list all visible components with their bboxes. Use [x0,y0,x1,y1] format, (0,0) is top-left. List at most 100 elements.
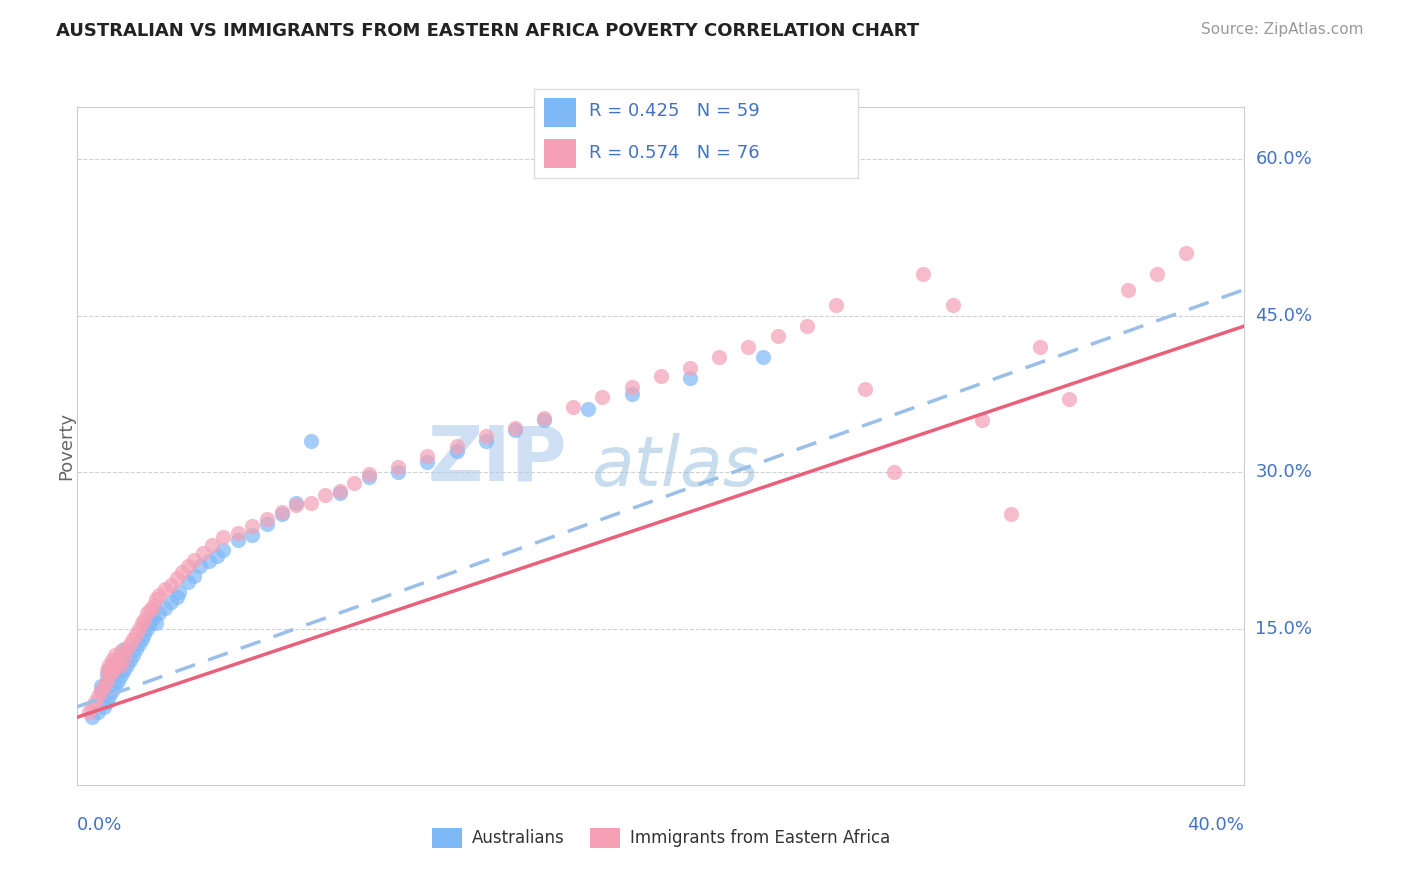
Point [148,588,170,602]
Point [256,517,278,532]
Point [329,486,352,500]
Bar [544,98,576,127]
Point [93,679,115,693]
Point [96,663,118,677]
Point [169,585,191,599]
Point [145,616,167,631]
Point [142,611,165,625]
Point [121,648,143,662]
Point [110,668,132,682]
Point [110,658,132,673]
Point [475,428,498,442]
Point [115,658,138,673]
Text: atlas: atlas [591,433,759,500]
Point [77,705,100,719]
Point [98,690,121,704]
Point [387,465,409,479]
Point [650,369,672,384]
Point [101,665,124,680]
Point [183,552,205,566]
Legend: Australians, Immigrants from Eastern Africa: Australians, Immigrants from Eastern Afr… [425,821,897,855]
Point [226,533,249,547]
Point [207,549,229,563]
Point [124,626,148,640]
Point [98,658,121,673]
Point [101,658,124,673]
Point [124,642,148,657]
Point [110,648,132,662]
Point [416,455,439,469]
Point [1116,283,1139,297]
Point [134,613,156,627]
Point [90,679,112,693]
Point [853,382,876,396]
Text: AUSTRALIAN VS IMMIGRANTS FROM EASTERN AFRICA POVERTY CORRELATION CHART: AUSTRALIAN VS IMMIGRANTS FROM EASTERN AF… [56,22,920,40]
Point [96,668,118,682]
Point [679,360,702,375]
Point [107,653,129,667]
Point [128,622,150,636]
Point [142,599,165,613]
Point [98,668,121,682]
Point [134,626,156,640]
Text: 40.0%: 40.0% [1188,815,1244,833]
Point [112,642,135,657]
Bar [544,139,576,168]
Point [212,543,235,558]
Point [1000,507,1022,521]
Point [145,592,167,607]
Point [1146,267,1168,281]
Point [883,465,905,479]
Point [212,530,235,544]
Point [139,603,162,617]
Point [226,525,249,540]
Point [503,423,526,437]
Point [90,684,112,698]
Point [503,421,526,435]
Point [153,582,176,596]
Point [107,655,129,669]
Point [240,519,263,533]
Point [737,340,759,354]
Point [357,467,380,482]
Point [93,699,115,714]
Point [118,637,141,651]
Point [270,507,292,521]
Point [299,496,322,510]
Text: R = 0.574   N = 76: R = 0.574 N = 76 [589,145,759,162]
Point [796,319,818,334]
Point [475,434,498,448]
Point [620,387,643,401]
Point [562,401,585,415]
Point [87,705,110,719]
Point [96,694,118,708]
Point [329,483,352,498]
Point [620,379,643,393]
Point [387,459,409,474]
Point [166,571,188,585]
Point [101,684,124,698]
Point [107,673,129,688]
Point [314,488,336,502]
Point [766,329,789,343]
Point [240,527,263,541]
Point [343,475,366,490]
Point [533,413,555,427]
Y-axis label: Poverty: Poverty [58,412,75,480]
Point [285,499,308,513]
Text: ZIP: ZIP [427,423,568,497]
Point [98,663,121,677]
Point [136,622,159,636]
Point [1029,340,1052,354]
Point [104,661,127,675]
Point [970,413,993,427]
Text: 60.0%: 60.0% [1256,150,1312,169]
Point [299,434,322,448]
Point [104,665,127,680]
Point [285,496,308,510]
Point [87,690,110,704]
Text: Source: ZipAtlas.com: Source: ZipAtlas.com [1201,22,1364,37]
Point [197,554,219,568]
Point [679,371,702,385]
Point [139,616,162,631]
